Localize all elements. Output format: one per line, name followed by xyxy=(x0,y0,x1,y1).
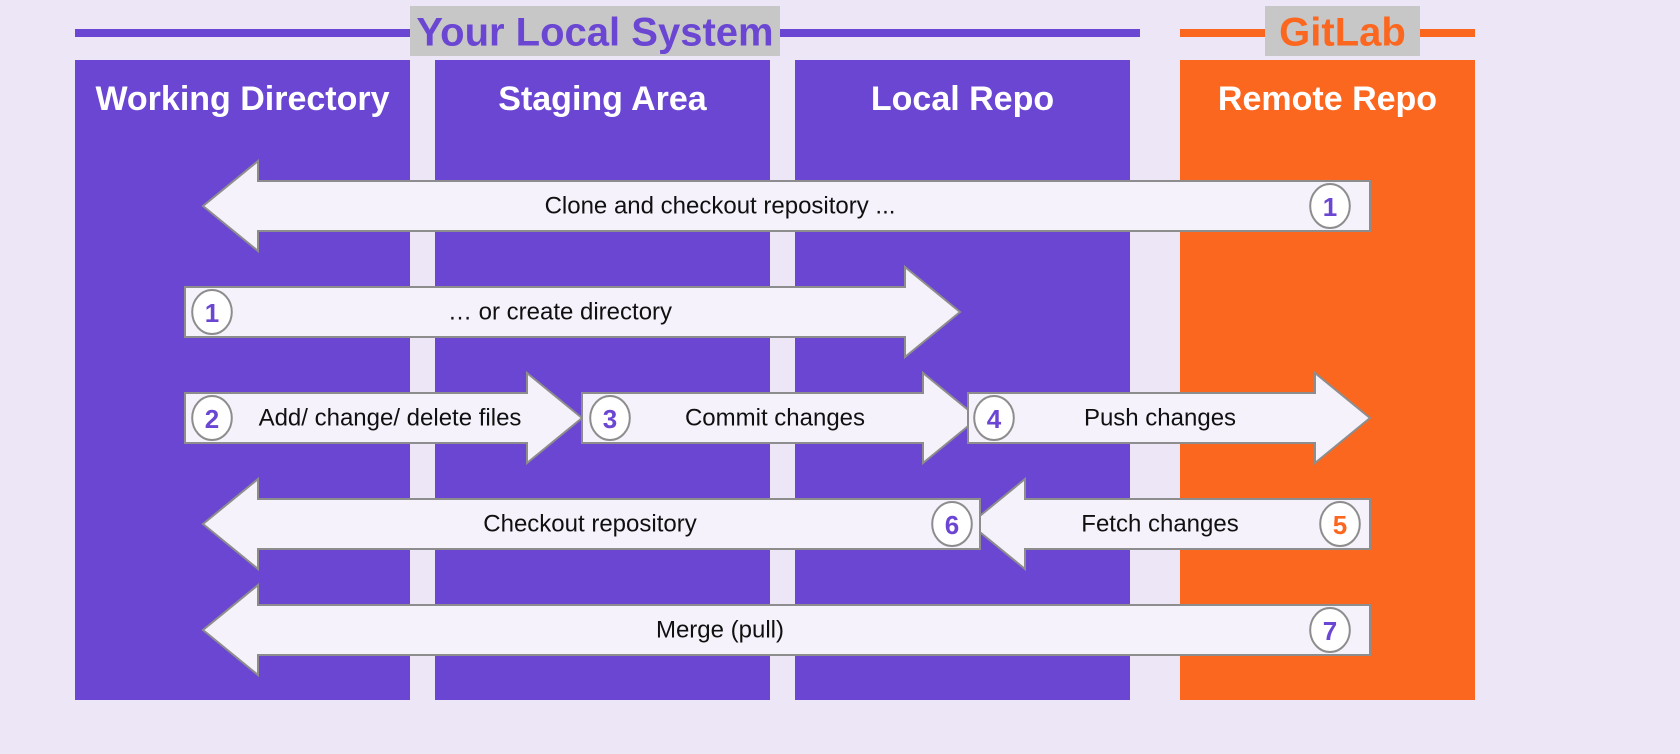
step-number-commit: 3 xyxy=(603,404,617,434)
header-title-local: Your Local System xyxy=(416,11,773,55)
step-number-merge: 7 xyxy=(1323,616,1337,646)
column-title-local-repo: Local Repo xyxy=(871,80,1054,118)
arrow-label-fetch: Fetch changes xyxy=(1081,510,1238,537)
git-workflow-diagram: Working Directory Staging Area Local Repo R… xyxy=(0,0,1680,754)
arrow-label-checkout: Checkout repository xyxy=(483,510,696,537)
column-title-remote-repo: Remote Repo xyxy=(1218,80,1437,118)
step-number-clone: 1 xyxy=(1323,192,1337,222)
arrow-label-merge: Merge (pull) xyxy=(656,616,784,643)
arrow-label-push: Push changes xyxy=(1084,404,1236,431)
arrow-label-clone: Clone and checkout repository ... xyxy=(545,192,896,219)
step-number-fetch: 5 xyxy=(1333,510,1347,540)
arrow-label-create: … or create directory xyxy=(448,298,672,325)
step-number-push: 4 xyxy=(987,404,1002,434)
arrow-label-add: Add/ change/ delete files xyxy=(259,404,522,431)
step-number-create: 1 xyxy=(205,298,219,328)
header-title-remote: GitLab xyxy=(1279,11,1406,55)
arrow-label-commit: Commit changes xyxy=(685,404,865,431)
column-title-staging-area: Staging Area xyxy=(498,80,708,118)
column-title-working-directory: Working Directory xyxy=(95,80,389,118)
step-number-checkout: 6 xyxy=(945,510,959,540)
step-number-add: 2 xyxy=(205,404,219,434)
